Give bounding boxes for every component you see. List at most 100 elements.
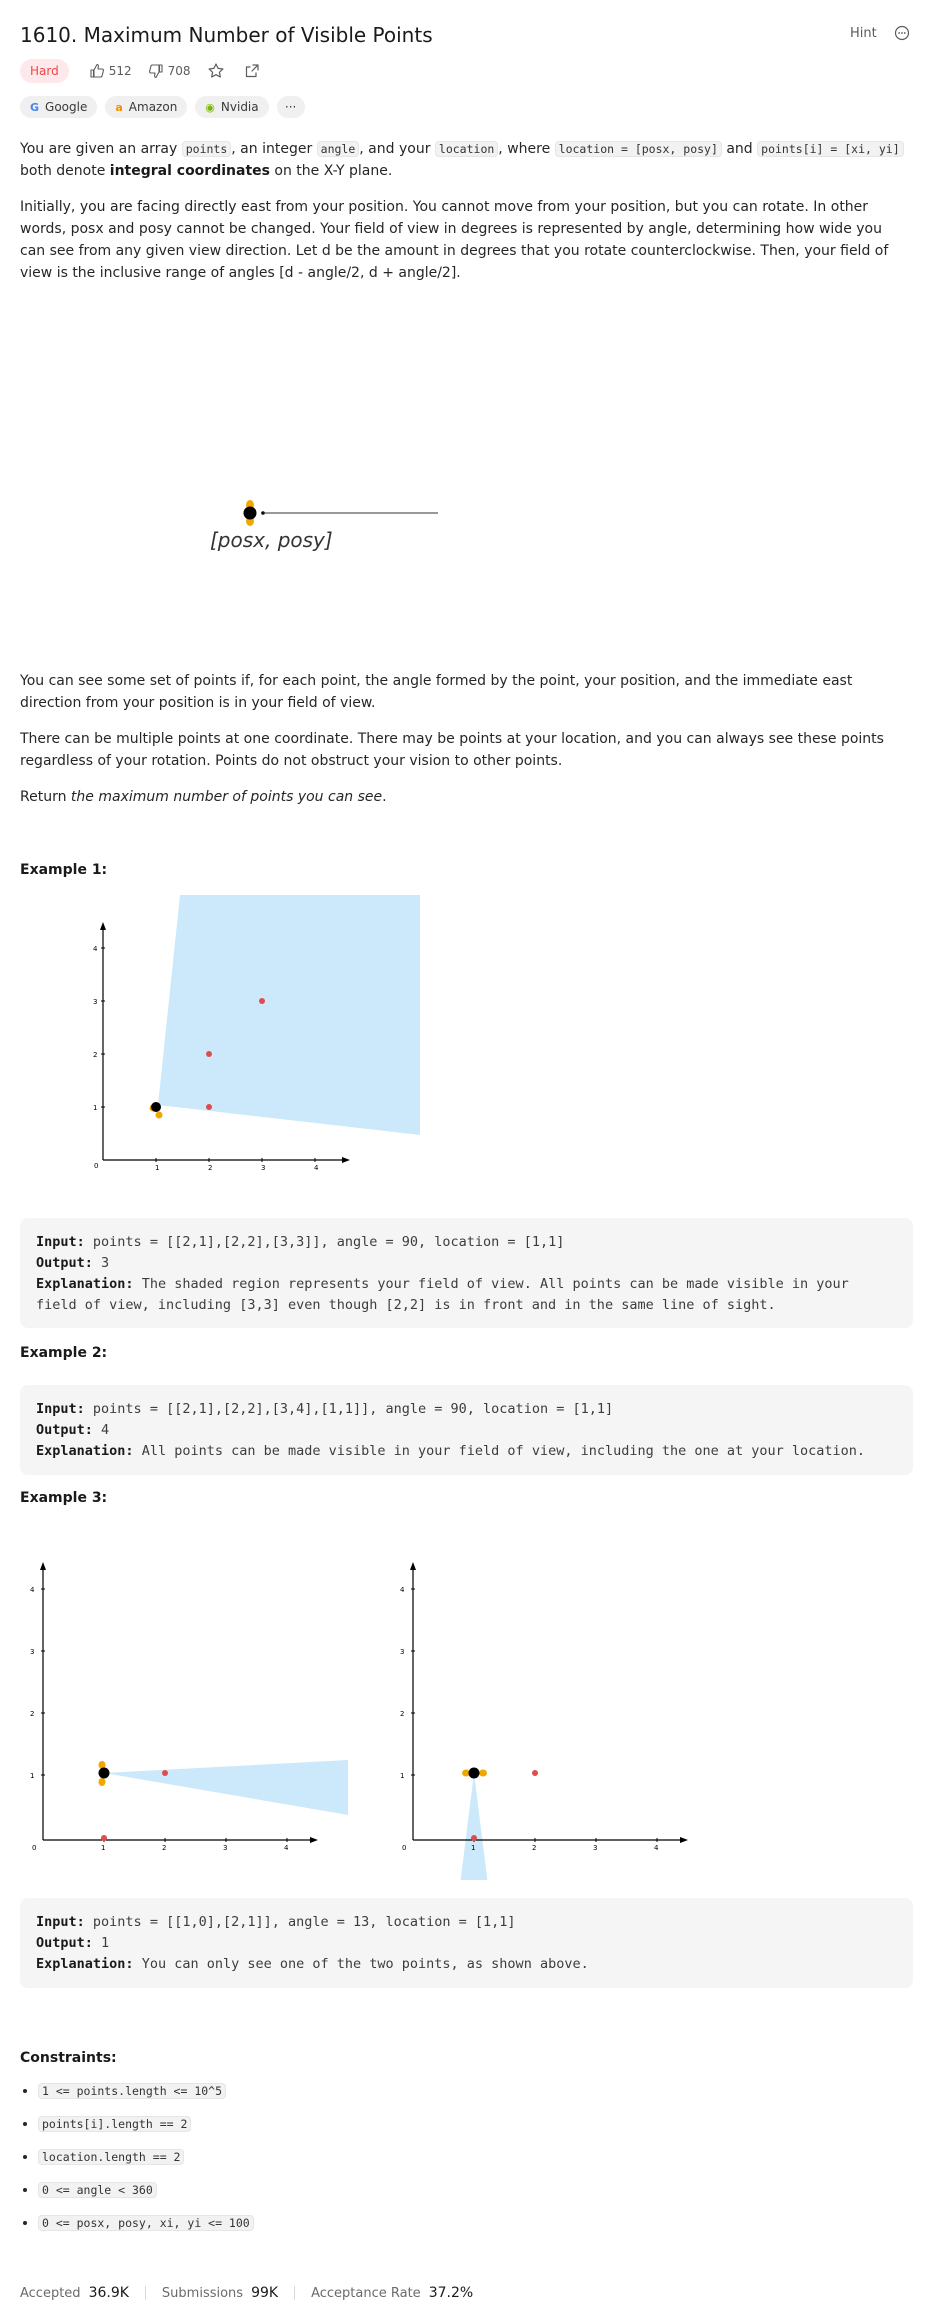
tick-label: 2 (162, 1844, 166, 1852)
point (532, 1770, 538, 1776)
tick-label: 4 (400, 1586, 405, 1594)
thumbs-up-icon (90, 63, 104, 78)
field-of-view-region (104, 1760, 348, 1815)
star-icon[interactable] (207, 62, 225, 80)
tick-label: 3 (223, 1844, 227, 1852)
constraint-item: 0 <= posx, posy, xi, yi <= 100 (38, 2212, 254, 2245)
point (259, 998, 265, 1004)
tick-label: 1 (400, 1772, 404, 1780)
difficulty-badge: Hard (20, 59, 69, 83)
tick-label: 2 (208, 1164, 212, 1172)
constraints-title: Constraints: (20, 2050, 117, 2066)
constraint-item: points[i].length == 2 (38, 2113, 254, 2146)
tick-label: 0 (94, 1162, 98, 1170)
more-companies-button[interactable]: ··· (276, 96, 305, 118)
tick-label: 4 (314, 1164, 319, 1172)
example-1-plot: 0 1 2 3 4 1 2 3 4 (93, 895, 420, 1172)
you-marker (243, 506, 257, 520)
google-logo-icon: G (30, 100, 40, 114)
description-paragraph-5: Return the maximum number of points you … (20, 789, 387, 805)
company-name: Amazon (128, 100, 178, 114)
you-marker (468, 1767, 480, 1779)
tick-label: 0 (32, 1844, 36, 1852)
constraint-item: 0 <= angle < 360 (38, 2179, 254, 2212)
constraint-item: 1 <= points.length <= 10^5 (38, 2080, 254, 2113)
acceptance-rate-label: Acceptance Rate (311, 2285, 421, 2301)
hint-button[interactable]: Hint (850, 26, 877, 41)
dislike-button[interactable]: 708 (148, 63, 191, 79)
point (162, 1770, 168, 1776)
share-icon[interactable] (243, 62, 261, 80)
example-1-input: points = [[2,1],[2,2],[3,3]], angle = 90… (92, 1234, 565, 1250)
example-2-label: Example 2: (20, 1345, 108, 1361)
example-1-output: 3 (101, 1255, 110, 1271)
tick-label: 1 (30, 1772, 34, 1780)
thumbs-down-icon (148, 64, 163, 79)
example-1-label: Example 1: (20, 862, 108, 878)
nvidia-logo-icon: ◉ (205, 100, 215, 114)
divider (144, 2286, 146, 2300)
example-3-label: Example 3: (20, 1490, 108, 1506)
description-paragraph-3: You can see some set of points if, for e… (20, 673, 853, 711)
tick-label: 4 (30, 1586, 35, 1594)
tick-label: 4 (654, 1844, 659, 1852)
position-label: [posx, posy] (210, 528, 333, 552)
constraint-item: location.length == 2 (38, 2146, 254, 2179)
tick-label: 0 (402, 1844, 406, 1852)
example-3-plot-b: 0 1 2 3 4 1 2 3 4 (400, 1562, 688, 1880)
company-name: Nvidia (220, 100, 259, 114)
field-of-view-region (460, 1773, 488, 1880)
tick-label: 3 (593, 1844, 597, 1852)
more-options-icon[interactable] (894, 25, 910, 41)
tick-label: 1 (101, 1844, 105, 1852)
viewpoint-illustration: [posx, posy] (210, 500, 438, 552)
constraints-list: 1 <= points.length <= 10^5 points[i].len… (20, 2080, 254, 2245)
like-button[interactable]: 512 (89, 63, 132, 79)
submission-stats: Accepted 36.9K Submissions 99K Acceptance … (20, 2285, 473, 2301)
example-3-input: points = [[1,0],[2,1]], angle = 13, loca… (92, 1914, 516, 1930)
problem-title: 1610. Maximum Number of Visible Points (20, 23, 433, 47)
company-tag-nvidia[interactable]: ◉ Nvidia (195, 96, 269, 118)
tick-label: 4 (284, 1844, 289, 1852)
tick-label: 4 (93, 945, 98, 953)
tick-label: 3 (400, 1648, 404, 1656)
point (206, 1051, 212, 1057)
example-1-box: Input: points = [[2,1],[2,2],[3,3]], ang… (20, 1218, 913, 1328)
description-paragraph-2: Initially, you are facing directly east … (20, 199, 889, 281)
company-tag-google[interactable]: G Google (20, 96, 98, 118)
submissions-label: Submissions (161, 2285, 244, 2301)
submissions-count: 99K (251, 2285, 279, 2301)
tick-label: 1 (471, 1844, 475, 1852)
example-3-output: 1 (101, 1935, 110, 1951)
tick-label: 1 (155, 1164, 159, 1172)
tick-label: 2 (400, 1710, 404, 1718)
description-paragraph-4: There can be multiple points at one coor… (20, 731, 884, 769)
problem-meta-bar: Hard 512 708 (20, 59, 279, 83)
example-2-explanation: All points can be made visible in your f… (141, 1443, 866, 1459)
example-3-plot-a: 0 1 2 3 4 1 2 3 4 (30, 1562, 348, 1852)
tick-label: 1 (93, 1104, 97, 1112)
example-3-box: Input: points = [[1,0],[2,1]], angle = 1… (20, 1898, 913, 1988)
tick-label: 2 (532, 1844, 536, 1852)
tick-label: 2 (30, 1710, 34, 1718)
example-2-input: points = [[2,1],[2,2],[3,4],[1,1]], angl… (92, 1401, 614, 1417)
you-marker (151, 1102, 161, 1112)
company-tags: G Google a Amazon ◉ Nvidia ··· (20, 95, 305, 119)
accepted-label: Accepted (20, 2285, 81, 2301)
divider (294, 2286, 296, 2300)
point (101, 1835, 107, 1841)
amazon-logo-icon: a (115, 100, 123, 114)
company-name: Google (45, 100, 88, 114)
dislike-count: 708 (167, 64, 191, 78)
tick-label: 3 (30, 1648, 34, 1656)
point (206, 1104, 212, 1110)
company-tag-amazon[interactable]: a Amazon (105, 96, 188, 118)
accepted-count: 36.9K (88, 2285, 129, 2301)
example-1-explanation: The shaded region represents your field … (36, 1276, 849, 1313)
tick-label: 3 (93, 998, 97, 1006)
example-2-box: Input: points = [[2,1],[2,2],[3,4],[1,1]… (20, 1385, 913, 1475)
example-2-output: 4 (101, 1422, 110, 1438)
description-paragraph-1: You are given an array points, an intege… (20, 138, 910, 182)
example-3-explanation: You can only see one of the two points, … (141, 1956, 589, 1972)
like-count: 512 (108, 64, 132, 78)
